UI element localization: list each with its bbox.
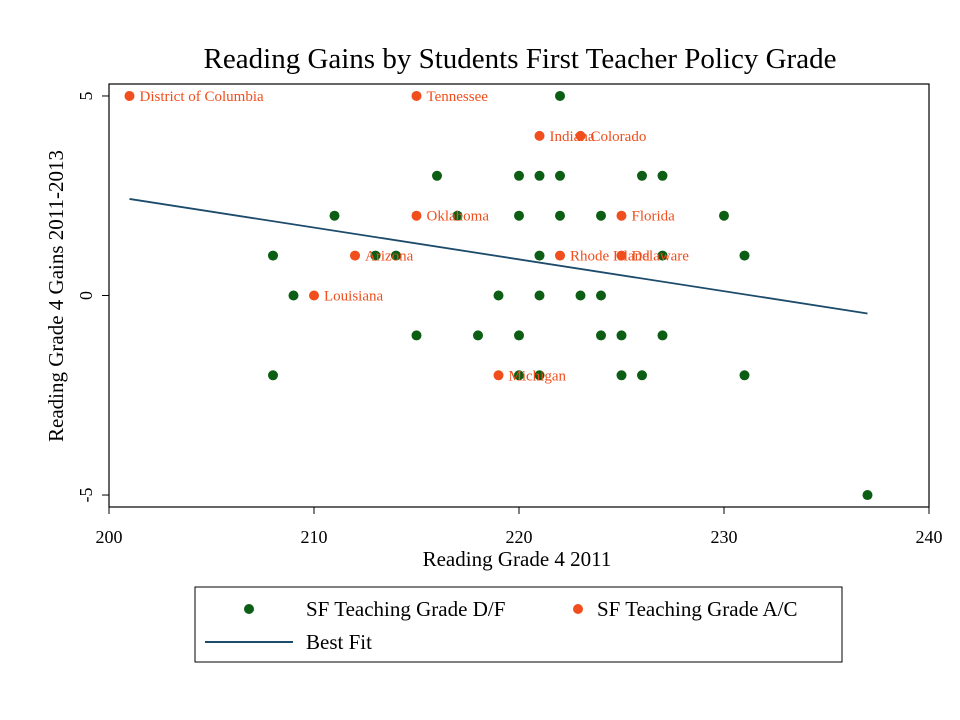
point-df [657,330,668,341]
x-tick-label: 210 [301,527,328,547]
y-tick-label: 0 [76,291,96,300]
point-df [534,290,545,301]
point-df [534,170,545,181]
points-layer [124,90,873,501]
point-df [268,370,278,381]
legend-marker-ac [573,604,583,614]
point-df [514,330,524,341]
point-df [288,290,299,301]
point-df [268,250,278,261]
legend: SF Teaching Grade D/F SF Teaching Grade … [194,586,843,663]
x-tick-label: 240 [916,527,943,547]
point-ac [616,210,627,221]
point-df [555,170,565,181]
point-df [596,210,606,221]
x-tick-label: 200 [96,527,123,547]
point-df [862,490,873,501]
point-label: District of Columbia [140,89,264,105]
y-axis: -5 0 5 [76,91,109,503]
point-ac [350,250,360,261]
point-label: Oklahoma [427,209,490,225]
x-tick-label: 220 [506,527,533,547]
point-ac [575,130,586,141]
best-fit-layer [129,198,868,315]
point-df [473,330,483,341]
point-ac [493,370,504,381]
point-label: Tennessee [427,89,489,105]
point-ac [411,90,422,101]
y-tick-label: -5 [76,488,96,503]
point-label: Michigan [509,368,567,384]
point-label: Indiana [550,129,595,145]
point-df [739,250,750,261]
point-df [432,170,442,181]
point-df [329,210,340,221]
point-df [637,370,647,381]
y-axis-label: Reading Grade 4 Gains 2011-2013 [44,150,68,442]
point-df [514,370,524,381]
point-ac [411,210,422,221]
point-ac [616,250,627,261]
point-df [514,170,524,181]
point-df [534,370,545,381]
point-df [657,250,668,261]
legend-label-df: SF Teaching Grade D/F [306,597,505,621]
point-df [719,210,729,221]
point-label: Colorado [591,129,647,145]
point-df [596,290,606,301]
point-ac [124,90,135,101]
point-df [514,210,524,221]
point-df [596,330,606,341]
x-axis-label: Reading Grade 4 2011 [423,547,612,571]
legend-box [194,586,843,663]
point-df [616,330,627,341]
point-df [452,210,463,221]
legend-label-fit: Best Fit [306,630,372,654]
point-ac [309,290,319,301]
point-label: Louisiana [324,289,383,305]
point-df [411,330,422,341]
legend-label-ac: SF Teaching Grade A/C [597,597,798,621]
x-tick-label: 230 [711,527,738,547]
point-df [616,370,627,381]
point-df [657,170,668,181]
point-label: Delaware [632,249,690,265]
point-df [739,370,750,381]
point-df [391,250,401,261]
plot-frame [108,83,930,508]
point-df [575,290,586,301]
point-df [493,290,504,301]
x-axis: 200 210 220 230 240 [96,507,943,547]
point-df [637,170,647,181]
best-fit-line [129,198,868,315]
point-df [370,250,381,261]
point-label: Florida [632,209,676,225]
point-df [534,250,545,261]
chart-title: Reading Gains by Students First Teacher … [204,43,837,75]
point-ac [534,130,545,141]
point-df [555,210,565,221]
point-label: Arizona [365,249,414,265]
point-ac [555,250,565,261]
point-df [555,90,565,101]
legend-marker-df [244,604,254,614]
point-labels-layer: District of Columbia Tennessee IndianaColo… [140,89,690,384]
point-label: Rhode Island [570,249,650,265]
y-tick-label: 5 [76,91,96,100]
